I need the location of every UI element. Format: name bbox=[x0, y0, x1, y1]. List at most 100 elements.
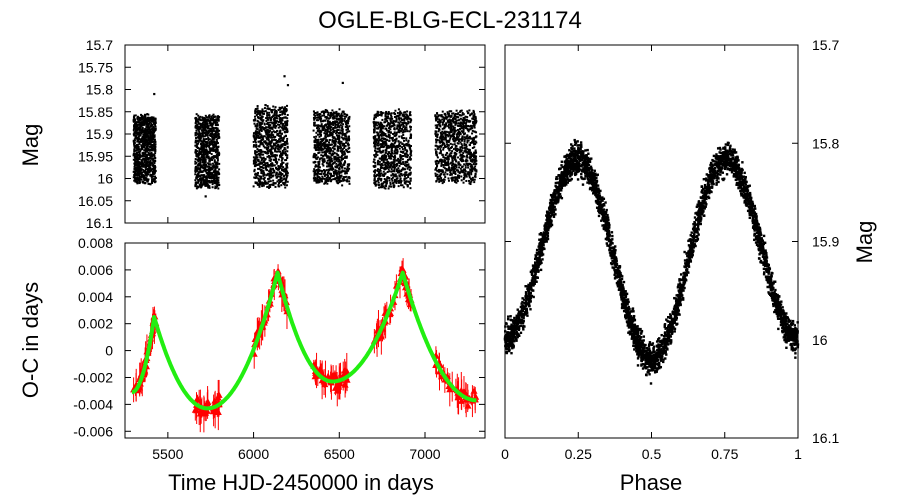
season-2-point bbox=[281, 158, 284, 161]
season-3-point bbox=[329, 172, 332, 175]
season-1-point bbox=[215, 138, 218, 141]
season-2-point bbox=[264, 162, 267, 165]
season-0-point bbox=[138, 142, 141, 145]
season-1-point bbox=[216, 184, 219, 187]
season-0-point bbox=[150, 139, 153, 142]
season-4-point bbox=[390, 114, 393, 117]
season-3-point bbox=[324, 119, 327, 122]
season-1-point bbox=[206, 153, 209, 156]
season-4-point bbox=[384, 118, 387, 121]
season-0-point bbox=[148, 132, 151, 135]
season-4-point bbox=[389, 131, 392, 134]
season-3-point bbox=[338, 166, 341, 169]
season-4-point bbox=[405, 160, 408, 163]
season-0-point bbox=[132, 116, 135, 119]
season-5-point bbox=[440, 114, 443, 117]
season-3-point bbox=[332, 174, 335, 177]
season-0-point bbox=[152, 145, 155, 148]
season-3-point bbox=[345, 115, 348, 118]
season-1-point bbox=[201, 126, 204, 129]
season-5-point bbox=[445, 117, 448, 120]
season-3-point bbox=[345, 172, 348, 175]
season-3-point bbox=[335, 173, 338, 176]
season-2-point bbox=[272, 174, 275, 177]
season-2-point bbox=[273, 138, 276, 141]
season-4-point bbox=[401, 167, 404, 170]
season-2-point bbox=[268, 156, 271, 159]
season-1-point bbox=[209, 118, 212, 121]
season-3-point bbox=[323, 153, 326, 156]
season-5-point bbox=[459, 146, 462, 149]
season-0-point bbox=[153, 130, 156, 133]
season-2-point bbox=[254, 157, 257, 160]
season-2-point bbox=[259, 152, 262, 155]
season-3-point bbox=[313, 168, 316, 171]
season-4-point bbox=[377, 184, 380, 187]
season-2-point bbox=[274, 121, 277, 124]
season-4-point bbox=[400, 173, 403, 176]
season-3-point bbox=[334, 120, 337, 123]
season-2-point bbox=[275, 111, 278, 114]
season-0-point bbox=[137, 172, 140, 175]
season-2-point bbox=[274, 116, 277, 119]
season-2-point bbox=[253, 168, 256, 171]
season-2-point bbox=[274, 160, 277, 163]
season-1-point bbox=[198, 132, 201, 135]
season-3-point bbox=[316, 177, 319, 180]
season-5-point bbox=[459, 167, 462, 170]
season-3-point bbox=[336, 137, 339, 140]
season-3-point bbox=[334, 143, 337, 146]
season-3-point bbox=[328, 165, 331, 168]
season-0-point bbox=[151, 124, 154, 127]
season-3-point bbox=[341, 149, 344, 152]
season-5-point bbox=[473, 126, 476, 129]
season-3-point bbox=[348, 182, 351, 185]
season-3-point bbox=[328, 141, 331, 144]
season-1-point bbox=[215, 147, 218, 150]
season-2-point bbox=[284, 159, 287, 162]
season-2-point bbox=[274, 155, 277, 158]
season-4-point bbox=[392, 121, 395, 124]
season-4-point bbox=[381, 125, 384, 128]
season-1-point bbox=[199, 183, 202, 186]
season-0-point bbox=[134, 167, 137, 170]
season-1-point bbox=[215, 136, 218, 139]
season-0-point bbox=[141, 135, 144, 138]
season-2-point bbox=[262, 173, 265, 176]
season-0-point bbox=[144, 153, 147, 156]
season-2-point bbox=[285, 126, 288, 129]
season-2-point bbox=[253, 137, 256, 140]
season-0-point bbox=[133, 159, 136, 162]
season-3-point bbox=[333, 115, 336, 118]
season-1-point bbox=[202, 117, 205, 120]
season-4-point bbox=[386, 176, 389, 179]
season-4-point bbox=[373, 142, 376, 145]
season-1-point bbox=[216, 159, 219, 162]
season-2-point bbox=[279, 140, 282, 143]
season-4-point bbox=[390, 147, 393, 150]
season-2-point bbox=[266, 185, 269, 188]
season-1-point bbox=[199, 151, 202, 154]
season-3-point bbox=[316, 133, 319, 136]
season-4-point bbox=[385, 178, 388, 181]
season-5-point bbox=[461, 135, 464, 138]
season-2-point bbox=[266, 169, 269, 172]
season-3-point bbox=[333, 147, 336, 150]
season-0-point bbox=[143, 149, 146, 152]
season-5-point bbox=[456, 128, 459, 131]
season-1-point bbox=[210, 156, 213, 159]
season-0-point bbox=[136, 140, 139, 143]
season-0-point bbox=[136, 129, 139, 132]
season-0-point bbox=[143, 118, 146, 121]
season-1-point bbox=[207, 174, 210, 177]
season-1-point bbox=[195, 129, 198, 132]
season-3-point bbox=[332, 136, 335, 139]
season-3-point bbox=[335, 126, 338, 129]
season-3-point bbox=[318, 131, 321, 134]
season-2-point bbox=[268, 125, 271, 128]
season-5-point bbox=[466, 134, 469, 137]
season-3-point bbox=[330, 126, 333, 129]
season-0-point bbox=[136, 115, 139, 118]
season-0-point bbox=[149, 143, 152, 146]
season-2-point bbox=[275, 154, 278, 157]
